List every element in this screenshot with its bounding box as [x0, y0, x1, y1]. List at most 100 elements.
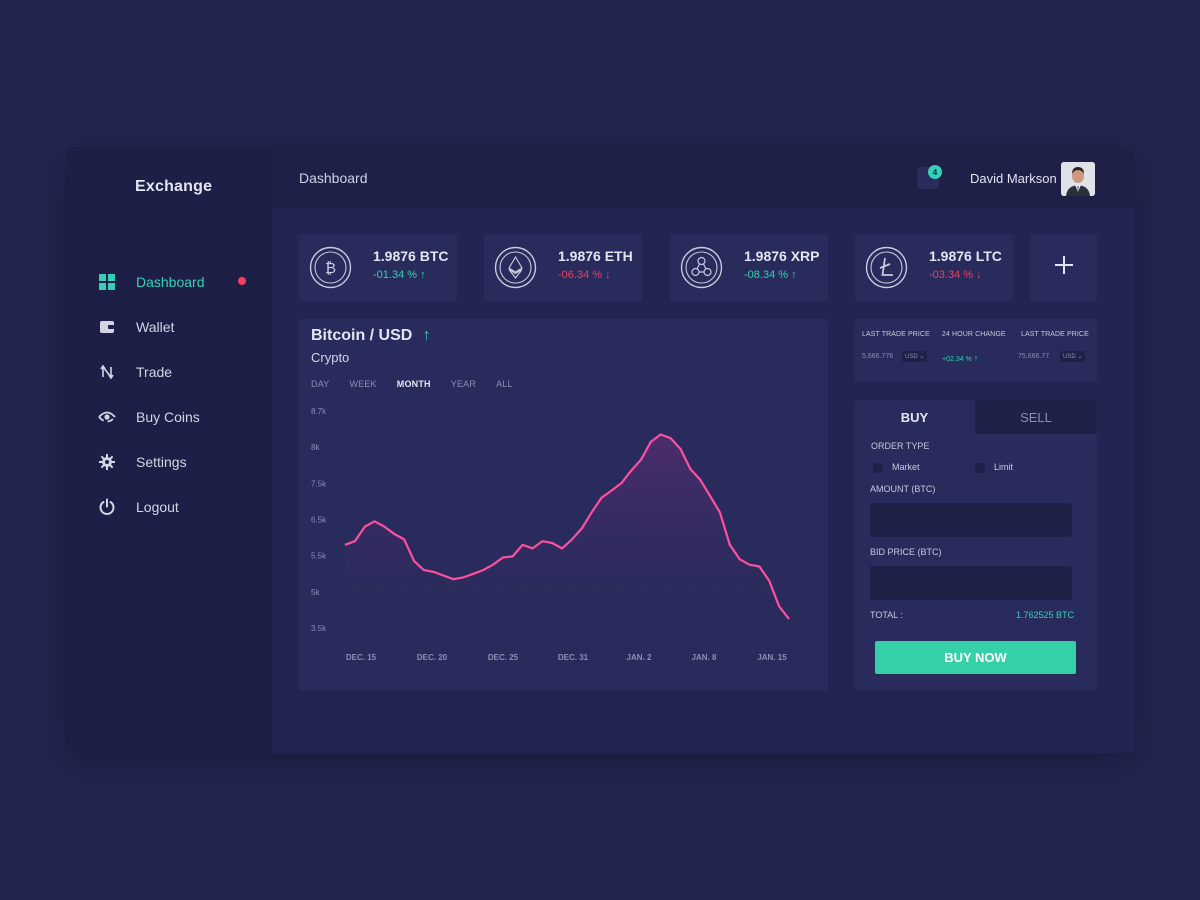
currency-select-value: USD [1063, 354, 1076, 360]
stat-24h-change-text: +02.34 % [942, 356, 972, 363]
tab-buy[interactable]: BUY [854, 400, 975, 434]
sidebar-item-label: Trade [136, 363, 173, 380]
order-type-label: ORDER TYPE [871, 441, 930, 451]
bid-price-input[interactable] [870, 566, 1072, 600]
stat-last-trade-label-2: LAST TRADE PRICE [1021, 331, 1089, 338]
chart-area-fill [345, 434, 789, 628]
wallet-icon [98, 318, 116, 336]
coin-change-value: -08.34 % [744, 269, 789, 281]
y-tick-label: 7.5k [311, 479, 327, 488]
x-tick-label: DEC. 20 [417, 653, 448, 662]
header: Dashboard 4 David Markson [272, 147, 1134, 207]
tab-sell[interactable]: SELL [975, 400, 1097, 434]
grid-icon [98, 273, 116, 291]
tab-range-week[interactable]: WEEK [349, 379, 377, 389]
order-type-market-radio[interactable] [873, 463, 883, 473]
stat-last-trade-value-2: 75,666.77 [1018, 353, 1050, 360]
total-value: 1.762525 BTC [1015, 610, 1074, 620]
currency-select-value: USD [905, 354, 918, 360]
x-tick-label: DEC. 31 [558, 653, 589, 662]
notification-badge: 4 [928, 165, 942, 179]
chart-subtitle: Crypto [311, 350, 350, 365]
arrow-up-icon: ↑ [422, 327, 431, 344]
sidebar-item-wallet[interactable]: Wallet [66, 304, 272, 349]
y-tick-label: 3.5k [311, 624, 327, 633]
y-tick-label: 6.5k [311, 516, 327, 525]
bid-price-label: BID PRICE (BTC) [870, 547, 942, 557]
price-chart-card: Bitcoin / USD ↑ Crypto DAY WEEK MONTH YE… [299, 319, 828, 690]
coin-card-ltc[interactable]: 1.9876 LTC -03.34 % ↓ [855, 234, 1013, 301]
chart-title: Bitcoin / USD ↑ [311, 327, 431, 345]
stat-24h-change-label: 24 HOUR CHANGE [942, 331, 1006, 338]
coin-change-value: -06.34 % [558, 269, 603, 281]
add-coin-button[interactable] [1030, 234, 1097, 301]
page-title: Dashboard [299, 170, 368, 186]
main-content: ₿ 1.9876 BTC -01.34 % ↑ 1.9876 ETH -06.3… [272, 207, 1134, 753]
x-tick-label: JAN. 15 [757, 653, 787, 662]
coin-change-value: -03.34 % [929, 269, 974, 281]
sidebar-item-label: Logout [136, 498, 179, 515]
gear-icon [98, 453, 116, 471]
sidebar-item-label: Wallet [136, 318, 175, 335]
range-tabs: DAY WEEK MONTH YEAR ALL [311, 379, 533, 389]
trade-arrows-icon [98, 363, 116, 381]
sidebar-item-buy-coins[interactable]: Buy Coins [66, 394, 272, 439]
coin-amount: 1.9876 LTC [929, 248, 1002, 264]
chart-title-text: Bitcoin / USD [311, 327, 413, 344]
coin-card-xrp[interactable]: 1.9876 XRP -08.34 % ↑ [670, 234, 828, 301]
sidebar-item-label: Dashboard [136, 273, 205, 290]
chevron-down-icon: ⌄ [919, 354, 925, 360]
currency-select[interactable]: USD ⌄ [902, 351, 928, 362]
brand-logo: Exchange [135, 178, 213, 195]
order-type-limit-label: Limit [994, 462, 1014, 472]
tab-range-all[interactable]: ALL [496, 379, 513, 389]
tab-range-year[interactable]: YEAR [450, 379, 477, 389]
coin-change: -01.34 % ↑ [373, 269, 426, 281]
buy-now-button[interactable]: BUY NOW [875, 641, 1076, 674]
total-label: TOTAL : [870, 610, 903, 620]
tab-range-day[interactable]: DAY [311, 379, 330, 389]
series-line [344, 433, 790, 620]
coin-change: -08.34 % ↑ [744, 269, 797, 281]
market-stats: LAST TRADE PRICE 24 HOUR CHANGE LAST TRA… [854, 319, 1097, 382]
order-type-market-label: Market [892, 462, 920, 472]
x-tick-label: DEC. 25 [488, 653, 519, 662]
currency-select-2[interactable]: USD ⌄ [1060, 351, 1086, 362]
x-tick-label: JAN. 2 [627, 653, 652, 662]
stat-24h-change-value: +02.34 % ↑ [942, 353, 978, 363]
order-type-limit-radio[interactable] [975, 463, 985, 473]
amount-input[interactable] [870, 503, 1072, 537]
coin-change: -03.34 % ↓ [929, 269, 982, 281]
coin-card-btc[interactable]: ₿ 1.9876 BTC -01.34 % ↑ [299, 234, 457, 301]
coin-amount: 1.9876 BTC [373, 248, 449, 264]
bitcoin-icon: ₿ [309, 246, 352, 289]
coin-change: -06.34 % ↓ [558, 269, 611, 281]
trade-panel: BUY SELL ORDER TYPE Market Limit AMOUNT … [854, 400, 1097, 690]
tab-range-month[interactable]: MONTH [396, 379, 431, 389]
sidebar-nav: Dashboard Wallet Trade Buy Coins [66, 259, 272, 529]
y-tick-label: 8.7k [311, 407, 327, 416]
arrow-down-icon: ↓ [605, 269, 611, 281]
x-tick-label: JAN. 8 [692, 653, 717, 662]
avatar[interactable] [1061, 162, 1095, 196]
y-tick-label: 8k [311, 443, 320, 452]
stat-last-trade-value: 5,666.776 [862, 353, 894, 360]
stat-last-trade-label: LAST TRADE PRICE [862, 331, 930, 338]
svg-text:₿: ₿ [325, 259, 336, 277]
sidebar-item-settings[interactable]: Settings [66, 439, 272, 484]
power-icon [98, 498, 116, 516]
ethereum-icon [494, 246, 537, 289]
amount-label: AMOUNT (BTC) [870, 484, 936, 494]
price-chart: 3.5k 5k 5.5k 6.5k 7.5k 8k 8.7k DEC. 15 DEC. 20 DE… [311, 407, 799, 662]
coin-card-eth[interactable]: 1.9876 ETH -06.34 % ↓ [484, 234, 642, 301]
plus-icon [1054, 255, 1074, 280]
sidebar-item-trade[interactable]: Trade [66, 349, 272, 394]
sidebar: Exchange Dashboard Wallet Trade [66, 147, 272, 753]
sidebar-item-logout[interactable]: Logout [66, 484, 272, 529]
arrow-up-icon: ↑ [420, 269, 426, 281]
y-tick-label: 5k [311, 588, 320, 597]
litecoin-icon [865, 246, 908, 289]
sidebar-item-dashboard[interactable]: Dashboard [66, 259, 272, 304]
user-name[interactable]: David Markson [970, 171, 1057, 186]
arrow-up-icon: ↑ [973, 353, 979, 363]
